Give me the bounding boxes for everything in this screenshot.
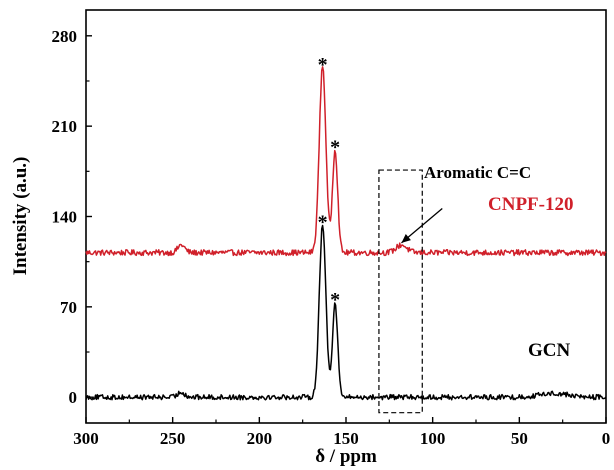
x-tick-label: 250 [160, 429, 186, 448]
series-line-gcn [85, 224, 607, 401]
annotation-layer: * * * * [318, 54, 443, 414]
annotation-aromatic-label: Aromatic C=C [424, 163, 531, 182]
peak-star: * [318, 212, 328, 234]
x-tick-label: 100 [420, 429, 446, 448]
aromatic-arrow-head [401, 234, 411, 243]
series-label-gcn: GCN [528, 340, 571, 361]
series-label-cnpf-120: CNPF-120 [488, 194, 573, 215]
peak-star: * [330, 137, 340, 159]
x-tick-label: 300 [73, 429, 99, 448]
axis-ticks: 300 250 200 150 100 50 0 0 70 140 210 280 [52, 27, 611, 448]
x-axis-title: δ / ppm [315, 446, 377, 467]
series-line-cnpf-120 [85, 66, 607, 257]
x-tick-label: 50 [511, 429, 528, 448]
x-tick-label: 0 [602, 429, 611, 448]
y-axis-title: Intensity (a.u.) [10, 157, 31, 276]
x-tick-label: 150 [333, 429, 359, 448]
y-tick-label: 280 [52, 27, 78, 46]
x-tick-label: 200 [247, 429, 273, 448]
peak-star: * [330, 289, 340, 311]
y-tick-label: 70 [60, 298, 77, 317]
plot-frame [85, 9, 607, 424]
series-layer [85, 66, 607, 401]
y-tick-label: 140 [52, 208, 78, 227]
plot-area [85, 9, 607, 424]
y-tick-label: 210 [52, 117, 78, 136]
y-tick-label: 0 [69, 388, 78, 407]
peak-star: * [318, 54, 328, 76]
aromatic-region-box [378, 169, 423, 414]
